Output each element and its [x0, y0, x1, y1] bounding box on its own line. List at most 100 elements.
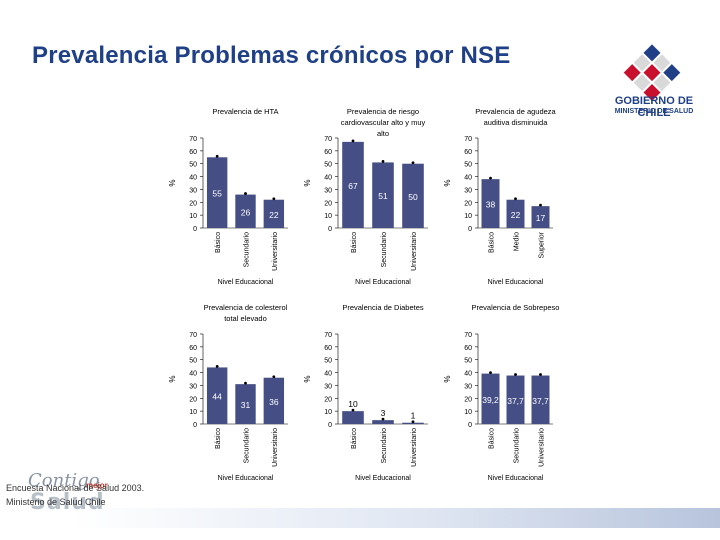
- x-tick-label: Secundario: [244, 232, 251, 268]
- chart-title: Prevalencia de colesterol: [204, 303, 288, 312]
- bar: [372, 420, 394, 424]
- error-marker: [514, 197, 517, 201]
- x-tick-label: Secundario: [244, 428, 251, 464]
- bar: [402, 422, 424, 424]
- y-tick-label: 10: [189, 409, 197, 416]
- y-tick-label: 40: [464, 371, 472, 378]
- chart-title: Prevalencia de riesgo: [347, 107, 419, 116]
- bar: [402, 163, 424, 228]
- y-tick-label: 10: [464, 409, 472, 416]
- chart-riesgo-cardiovascular: Prevalencia de riesgo cardiovascular alto…: [303, 107, 428, 284]
- x-tick-label: Básico: [215, 232, 222, 253]
- y-tick-label: 20: [324, 200, 332, 207]
- error-marker: [514, 373, 517, 376]
- y-tick-label: 10: [464, 213, 472, 220]
- data-label: 26: [241, 207, 251, 217]
- data-label: 10: [348, 399, 358, 409]
- y-tick-label: 0: [328, 422, 332, 429]
- y-tick-label: 70: [464, 136, 472, 143]
- x-axis-label: Nivel Educacional: [218, 279, 274, 284]
- x-tick-label: Secundario: [514, 428, 521, 464]
- chart-title: Prevalencia de Sobrepeso: [472, 303, 560, 312]
- y-axis-label: %: [303, 375, 312, 382]
- bar: [372, 162, 394, 228]
- y-tick-label: 50: [189, 162, 197, 169]
- y-tick-label: 0: [193, 422, 197, 429]
- y-tick-label: 70: [189, 136, 197, 143]
- x-tick-label: Básico: [215, 428, 222, 449]
- data-label: 17: [536, 213, 546, 223]
- y-tick-label: 40: [189, 175, 197, 182]
- x-tick-label: Universitario: [411, 232, 418, 271]
- y-tick-label: 50: [324, 162, 332, 169]
- y-tick-label: 20: [324, 396, 332, 403]
- error-marker: [411, 161, 415, 165]
- footer-gradient-bar: [0, 508, 720, 528]
- gobierno-chile-logo: [623, 44, 681, 101]
- y-tick-label: 60: [464, 345, 472, 352]
- data-label: 37,7: [507, 396, 524, 406]
- x-axis-label: Nivel Educacional: [488, 475, 544, 480]
- y-tick-label: 70: [324, 136, 332, 143]
- y-tick-label: 70: [189, 332, 197, 339]
- chart-title: alto: [377, 129, 389, 138]
- error-marker: [489, 371, 492, 374]
- error-marker: [244, 192, 247, 195]
- bar: [342, 141, 364, 228]
- chart-title: cardiovascular alto y muy: [341, 118, 426, 127]
- y-tick-label: 30: [189, 187, 197, 194]
- bar: [531, 375, 550, 424]
- slide-title: Prevalencia Problemas crónicos por NSE: [32, 42, 511, 69]
- data-label: 67: [348, 181, 358, 191]
- y-tick-label: 70: [464, 332, 472, 339]
- data-label: 50: [408, 192, 418, 202]
- bar: [481, 179, 500, 228]
- x-tick-label: Secundario: [381, 428, 388, 464]
- y-tick-label: 60: [324, 345, 332, 352]
- x-tick-label: Medio: [514, 232, 521, 251]
- x-tick-label: Secundario: [381, 232, 388, 268]
- data-label: 55: [212, 189, 222, 199]
- y-tick-label: 30: [324, 383, 332, 390]
- data-label: 51: [378, 191, 388, 201]
- data-label: 1: [411, 411, 416, 421]
- y-tick-label: 10: [324, 409, 332, 416]
- y-tick-label: 60: [324, 149, 332, 156]
- footer-ministry: Ministerio de Salud Chile: [6, 497, 106, 507]
- error-marker: [272, 197, 276, 201]
- x-tick-label: Básico: [489, 428, 496, 449]
- data-label: 22: [511, 210, 521, 220]
- error-marker: [411, 420, 415, 424]
- x-tick-label: Universitario: [411, 428, 418, 467]
- y-tick-label: 20: [464, 396, 472, 403]
- y-tick-label: 10: [324, 213, 332, 220]
- y-tick-label: 40: [464, 175, 472, 182]
- chart-sobrepeso: Prevalencia de Sobrepeso 0 10 20 30 40 50 60 70%…: [443, 303, 560, 480]
- error-marker: [381, 417, 385, 421]
- y-tick-label: 40: [324, 175, 332, 182]
- y-tick-label: 10: [189, 213, 197, 220]
- y-axis-label: %: [168, 179, 177, 186]
- y-tick-label: 60: [464, 149, 472, 156]
- x-tick-label: Básico: [351, 232, 358, 253]
- bar: [506, 199, 525, 228]
- y-tick-label: 20: [189, 200, 197, 207]
- error-marker: [351, 408, 355, 412]
- y-tick-label: 50: [189, 358, 197, 365]
- bar: [206, 367, 228, 424]
- chart-colesterol: Prevalencia de colesterol total elevado 0 1…: [168, 303, 288, 480]
- bar: [481, 373, 500, 424]
- bar: [206, 157, 228, 228]
- bar: [235, 194, 256, 228]
- chart-agudeza-auditiva: Prevalencia de agudeza auditiva disminuid…: [443, 107, 557, 284]
- error-marker: [215, 154, 219, 158]
- logo-text-gobierno: GOBIERNO DE CHILE: [614, 95, 694, 119]
- data-label: 44: [212, 392, 222, 402]
- x-tick-label: Universitario: [539, 428, 546, 467]
- error-marker: [244, 381, 247, 385]
- y-tick-label: 40: [189, 371, 197, 378]
- bar: [342, 411, 364, 424]
- y-tick-label: 50: [464, 162, 472, 169]
- data-label: 3: [381, 408, 386, 418]
- y-tick-label: 50: [324, 358, 332, 365]
